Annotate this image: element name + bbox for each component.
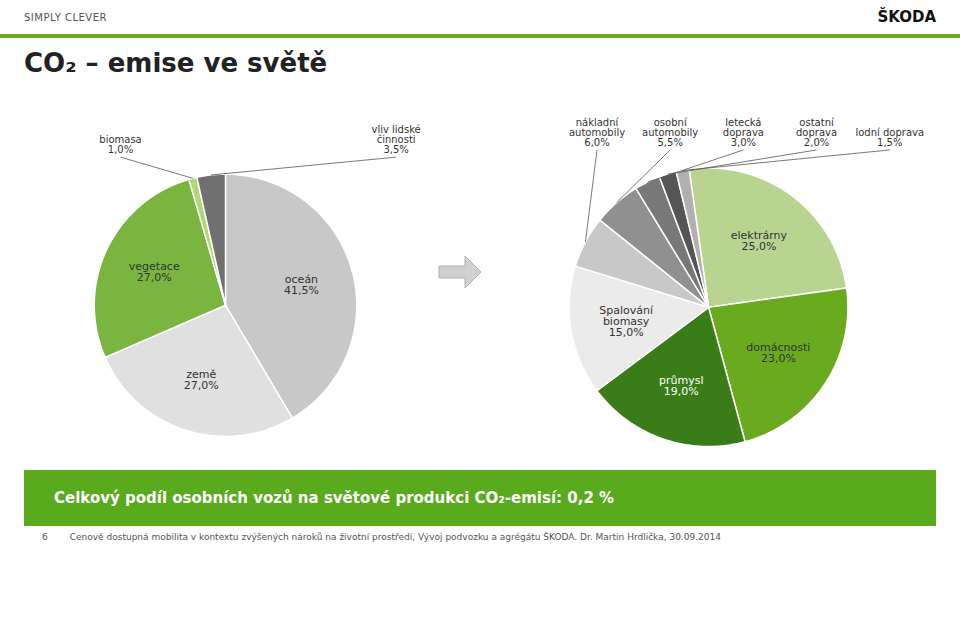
html-text:Celkový podíl osobních vozů na: Celkový podíl osobních vozů na světové p… — [54, 489, 615, 507]
svg-text:osobníautomobily5,5%: osobníautomobily5,5% — [642, 117, 698, 148]
svg-text:vegetace27,0%: vegetace27,0% — [129, 260, 180, 284]
svg-text:vliv lidskéčinnosti3,5%: vliv lidskéčinnosti3,5% — [371, 124, 420, 155]
svg-text:leteckádoprava3,0%: leteckádoprava3,0% — [723, 117, 764, 148]
svg-text:biomasa1,0%: biomasa1,0% — [99, 134, 141, 155]
svg-text:země27,0%: země27,0% — [184, 368, 219, 392]
html-text:ŠKODA: ŠKODA — [877, 8, 936, 26]
html-text:Cenově dostupná mobilita v kon: Cenově dostupná mobilita v kontextu zvýš… — [69, 532, 721, 542]
svg-text:průmysl19,0%: průmysl19,0% — [659, 374, 704, 398]
html-text:CO₂ – emise ve světě: CO₂ – emise ve světě — [24, 48, 328, 78]
svg-text:nákladníautomobily6,0%: nákladníautomobily6,0% — [569, 117, 625, 148]
html-text:6: 6 — [42, 532, 48, 542]
svg-text:oceán41,5%: oceán41,5% — [284, 273, 319, 297]
svg-text:ostatnídoprava2,0%: ostatnídoprava2,0% — [796, 117, 837, 148]
svg-text:elektrárny25,0%: elektrárny25,0% — [731, 229, 788, 253]
svg-text:Spalováníbiomasy15,0%: Spalováníbiomasy15,0% — [599, 304, 654, 339]
svg-text:lodní doprava1,5%: lodní doprava1,5% — [855, 127, 924, 148]
svg-text:domácnosti23,0%: domácnosti23,0% — [746, 341, 810, 365]
html-text:SIMPLY CLEVER: SIMPLY CLEVER — [24, 11, 107, 23]
